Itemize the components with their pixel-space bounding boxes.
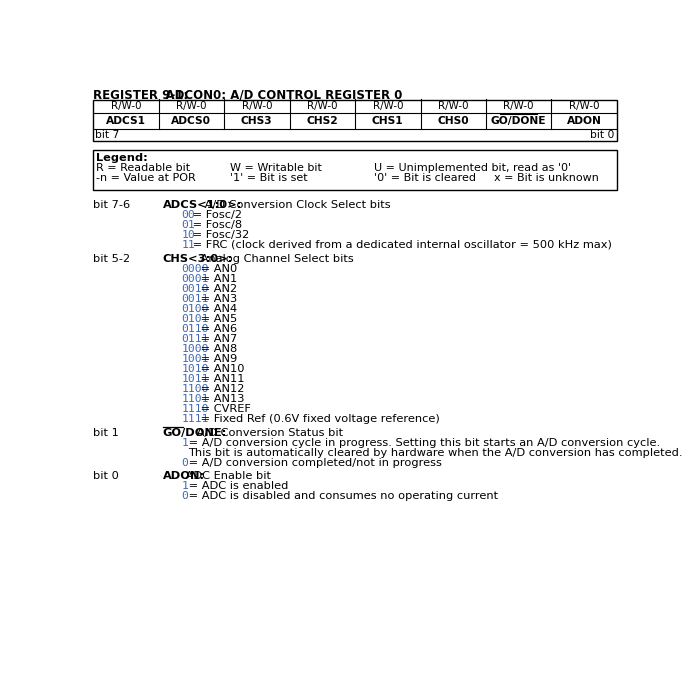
Text: -n = Value at POR: -n = Value at POR	[96, 173, 196, 184]
Text: R/W-0: R/W-0	[176, 101, 206, 111]
Text: 0: 0	[181, 458, 188, 468]
Text: = AN4: = AN4	[197, 303, 238, 314]
Text: '1' = Bit is set: '1' = Bit is set	[230, 173, 308, 184]
Text: = AN1: = AN1	[197, 274, 238, 283]
Text: ADCS<1:0>:: ADCS<1:0>:	[163, 200, 242, 210]
Text: 1101: 1101	[181, 394, 209, 404]
Text: 0111: 0111	[181, 334, 209, 343]
Text: 0000: 0000	[181, 264, 209, 274]
Text: 0: 0	[181, 491, 188, 502]
Text: 0110: 0110	[181, 323, 209, 334]
Text: 1001: 1001	[181, 354, 209, 363]
Text: = ADC is enabled: = ADC is enabled	[186, 482, 289, 491]
Text: This bit is automatically cleared by hardware when the A/D conversion has comple: This bit is automatically cleared by har…	[188, 447, 682, 458]
Text: ADON: ADON	[567, 116, 602, 126]
Text: CHS1: CHS1	[372, 116, 404, 126]
Text: bit 0: bit 0	[590, 130, 614, 140]
Text: A/D Conversion Clock Select bits: A/D Conversion Clock Select bits	[201, 200, 391, 210]
Text: 1110: 1110	[181, 404, 209, 413]
Text: = AN2: = AN2	[197, 283, 238, 294]
Text: R/W-0: R/W-0	[373, 101, 403, 111]
Text: CHS0: CHS0	[437, 116, 469, 126]
Text: CHS2: CHS2	[306, 116, 338, 126]
Text: = Fosc/2: = Fosc/2	[190, 210, 243, 219]
Text: 10: 10	[181, 230, 195, 239]
Text: CHS<3:0>:: CHS<3:0>:	[163, 253, 234, 264]
Text: GO/DONE: GO/DONE	[491, 116, 546, 126]
Text: = AN11: = AN11	[197, 374, 245, 384]
Text: A/D Conversion Status bit: A/D Conversion Status bit	[193, 427, 343, 438]
Text: 0100: 0100	[181, 303, 209, 314]
Text: 1: 1	[181, 438, 188, 447]
Text: 1010: 1010	[181, 364, 209, 374]
Text: R/W-0: R/W-0	[307, 101, 338, 111]
Text: = Fixed Ref (0.6V fixed voltage reference): = Fixed Ref (0.6V fixed voltage referenc…	[197, 413, 440, 424]
Text: 1011: 1011	[181, 374, 209, 384]
Text: = AN3: = AN3	[197, 294, 238, 303]
Text: = AN6: = AN6	[197, 323, 238, 334]
Text: ADCON0: A/D CONTROL REGISTER 0: ADCON0: A/D CONTROL REGISTER 0	[149, 89, 402, 102]
Text: R/W-0: R/W-0	[242, 101, 272, 111]
Text: R/W-0: R/W-0	[111, 101, 141, 111]
Text: = A/D conversion cycle in progress. Setting this bit starts an A/D conversion cy: = A/D conversion cycle in progress. Sett…	[186, 438, 660, 447]
Bar	[93, 100, 617, 141]
Text: = FRC (clock derived from a dedicated internal oscillator = 500 kHz max): = FRC (clock derived from a dedicated in…	[190, 239, 612, 250]
Text: bit 5-2: bit 5-2	[93, 253, 130, 264]
Text: bit 7: bit 7	[95, 130, 120, 140]
Text: Legend:: Legend:	[96, 153, 148, 162]
Text: 01: 01	[181, 219, 195, 230]
Text: = Fosc/32: = Fosc/32	[190, 230, 250, 239]
Text: 1: 1	[181, 482, 188, 491]
Text: U = Unimplemented bit, read as '0': U = Unimplemented bit, read as '0'	[374, 162, 571, 173]
Text: x = Bit is unknown: x = Bit is unknown	[493, 173, 598, 184]
Text: = AN12: = AN12	[197, 384, 245, 394]
Text: CHS3: CHS3	[241, 116, 272, 126]
Text: R = Readable bit: R = Readable bit	[96, 162, 190, 173]
Text: R/W-0: R/W-0	[438, 101, 468, 111]
Text: 0001: 0001	[181, 274, 209, 283]
Bar	[93, 149, 617, 191]
Text: = AN13: = AN13	[197, 394, 245, 404]
Text: 0010: 0010	[181, 283, 209, 294]
Text: 1111: 1111	[181, 413, 209, 424]
Text: 1000: 1000	[181, 343, 209, 354]
Text: bit 7-6: bit 7-6	[93, 200, 130, 210]
Text: = Fosc/8: = Fosc/8	[190, 219, 243, 230]
Text: R/W-0: R/W-0	[569, 101, 600, 111]
Text: ADCS0: ADCS0	[171, 116, 211, 126]
Text: = CVREF: = CVREF	[197, 404, 252, 413]
Text: ADON:: ADON:	[163, 471, 205, 482]
Text: = AN9: = AN9	[197, 354, 238, 363]
Text: bit 0: bit 0	[93, 471, 119, 482]
Text: Analog Channel Select bits: Analog Channel Select bits	[197, 253, 354, 264]
Text: 1100: 1100	[181, 384, 209, 394]
Text: = AN10: = AN10	[197, 364, 245, 374]
Text: R/W-0: R/W-0	[503, 101, 534, 111]
Text: ADC Enable bit: ADC Enable bit	[181, 471, 271, 482]
Text: = AN0: = AN0	[197, 264, 238, 274]
Text: = AN8: = AN8	[197, 343, 238, 354]
Text: bit 1: bit 1	[93, 427, 119, 438]
Text: 00: 00	[181, 210, 195, 219]
Text: = AN5: = AN5	[197, 314, 238, 323]
Text: = A/D conversion completed/not in progress: = A/D conversion completed/not in progre…	[186, 458, 442, 468]
Text: 0011: 0011	[181, 294, 209, 303]
Text: GO/DONE:: GO/DONE:	[163, 427, 227, 438]
Text: ADCS1: ADCS1	[106, 116, 146, 126]
Text: 0101: 0101	[181, 314, 209, 323]
Text: = AN7: = AN7	[197, 334, 238, 343]
Text: W = Writable bit: W = Writable bit	[230, 162, 322, 173]
Text: 11: 11	[181, 239, 195, 250]
Text: REGISTER 9-1:: REGISTER 9-1:	[93, 89, 188, 102]
Text: '0' = Bit is cleared: '0' = Bit is cleared	[374, 173, 475, 184]
Text: = ADC is disabled and consumes no operating current: = ADC is disabled and consumes no operat…	[186, 491, 498, 502]
